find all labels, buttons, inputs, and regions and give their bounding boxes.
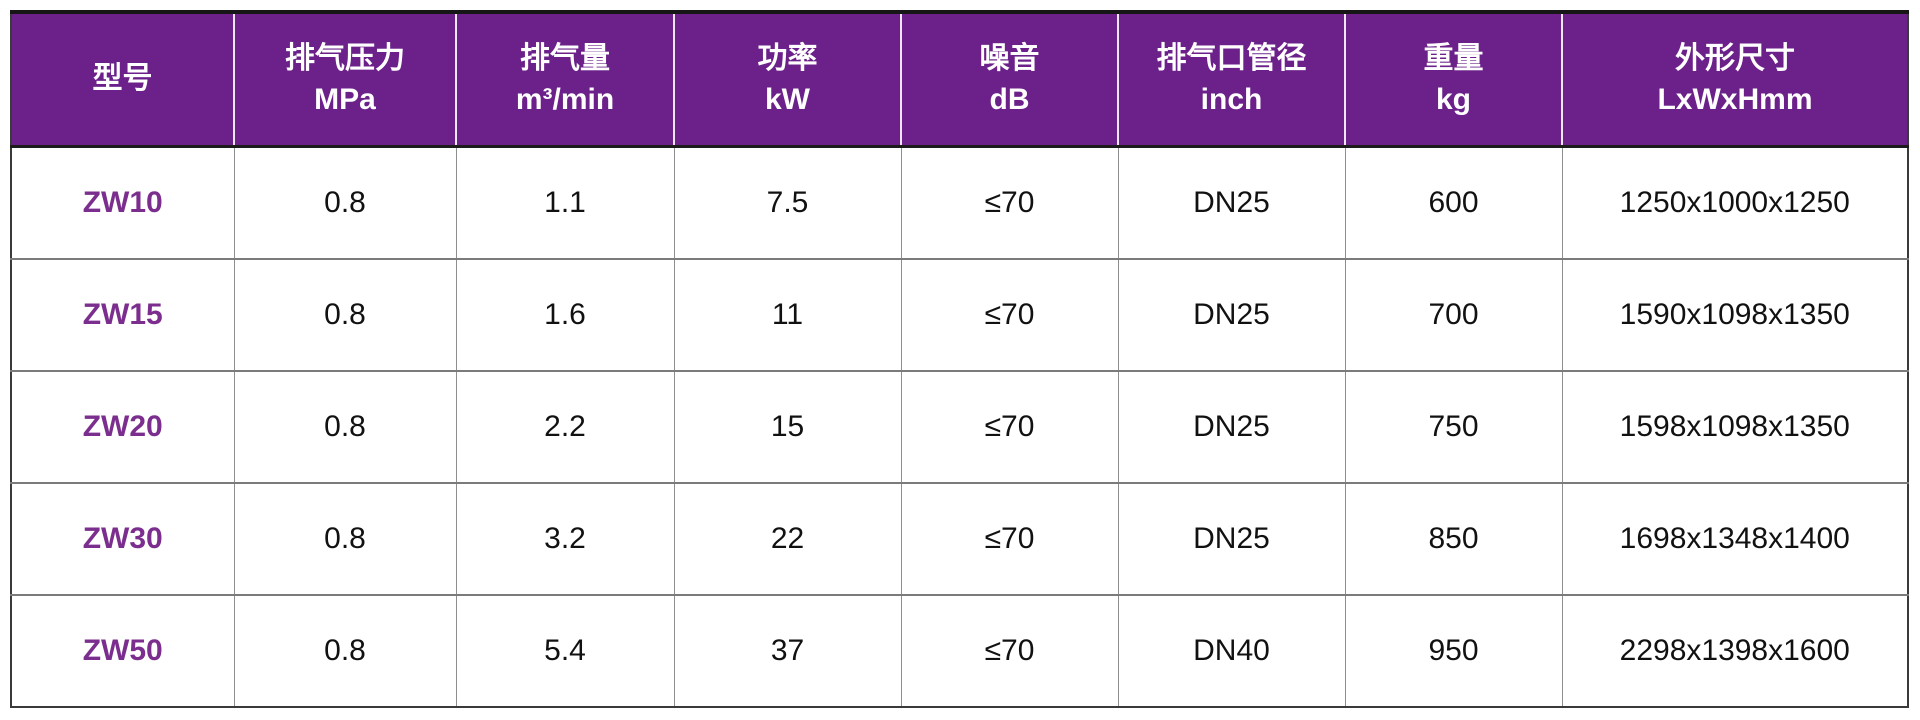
header-title: 排气量 bbox=[520, 42, 610, 75]
displacement-cell: 1.6 bbox=[455, 258, 674, 371]
pressure-cell: 0.8 bbox=[233, 482, 456, 595]
header-title: 功率 bbox=[757, 42, 818, 75]
table-row: ZW10 0.8 1.1 7.5 ≤70 DN25 600 1250x1000x… bbox=[11, 146, 1908, 259]
weight-cell: 750 bbox=[1344, 370, 1562, 483]
power-cell: 11 bbox=[673, 258, 901, 371]
outlet-diameter-cell: DN25 bbox=[1117, 482, 1345, 595]
pressure-cell: 0.8 bbox=[233, 146, 456, 259]
spec-table: 型号 排气压力 MPa 排气量 m³/min 功率 kW 噪音 dB bbox=[10, 10, 1909, 708]
pressure-cell: 0.8 bbox=[233, 370, 456, 483]
weight-cell: 700 bbox=[1344, 258, 1562, 371]
dimensions-cell: 1698x1348x1400 bbox=[1561, 482, 1908, 595]
displacement-cell: 2.2 bbox=[455, 370, 674, 483]
header-cell-weight: 重量 kg bbox=[1344, 12, 1562, 148]
model-cell: ZW50 bbox=[11, 594, 234, 707]
header-unit: kg bbox=[1435, 82, 1471, 116]
header-cell-pressure: 排气压力 MPa bbox=[233, 12, 456, 148]
header-unit: MPa bbox=[314, 82, 376, 116]
table-row: ZW15 0.8 1.6 11 ≤70 DN25 700 1590x1098x1… bbox=[11, 258, 1908, 371]
header-title: 排气口管径 bbox=[1156, 42, 1307, 75]
dimensions-cell: 1250x1000x1250 bbox=[1561, 146, 1908, 259]
header-cell-model: 型号 bbox=[11, 12, 234, 148]
displacement-cell: 3.2 bbox=[455, 482, 674, 595]
header-unit: dB bbox=[989, 82, 1030, 116]
displacement-cell: 5.4 bbox=[455, 594, 674, 707]
pressure-cell: 0.8 bbox=[233, 258, 456, 371]
power-cell: 22 bbox=[673, 482, 901, 595]
header-unit: kW bbox=[765, 82, 810, 116]
table-row: ZW50 0.8 5.4 37 ≤70 DN40 950 2298x1398x1… bbox=[11, 594, 1908, 707]
dimensions-cell: 1598x1098x1350 bbox=[1561, 370, 1908, 483]
noise-cell: ≤70 bbox=[900, 146, 1118, 259]
header-title: 噪音 bbox=[979, 42, 1040, 75]
header-unit: m³/min bbox=[515, 82, 615, 116]
model-cell: ZW10 bbox=[11, 146, 234, 259]
header-unit: inch bbox=[1200, 82, 1263, 116]
header-title: 型号 bbox=[92, 62, 153, 96]
power-cell: 15 bbox=[673, 370, 901, 483]
noise-cell: ≤70 bbox=[900, 258, 1118, 371]
table-row: ZW20 0.8 2.2 15 ≤70 DN25 750 1598x1098x1… bbox=[11, 370, 1908, 483]
spec-table-container: 型号 排气压力 MPa 排气量 m³/min 功率 kW 噪音 dB bbox=[10, 10, 1909, 708]
displacement-cell: 1.1 bbox=[455, 146, 674, 259]
noise-cell: ≤70 bbox=[900, 482, 1118, 595]
header-cell-dimensions: 外形尺寸 LxWxHmm bbox=[1561, 12, 1908, 148]
model-cell: ZW15 bbox=[11, 258, 234, 371]
header-cell-power: 功率 kW bbox=[673, 12, 901, 148]
header-title: 排气压力 bbox=[285, 42, 405, 75]
weight-cell: 950 bbox=[1344, 594, 1562, 707]
outlet-diameter-cell: DN25 bbox=[1117, 146, 1345, 259]
header-title: 重量 bbox=[1423, 42, 1484, 75]
power-cell: 37 bbox=[673, 594, 901, 707]
pressure-cell: 0.8 bbox=[233, 594, 456, 707]
header-unit: LxWxHmm bbox=[1657, 82, 1813, 116]
header-title: 外形尺寸 bbox=[1675, 42, 1795, 75]
outlet-diameter-cell: DN25 bbox=[1117, 370, 1345, 483]
outlet-diameter-cell: DN25 bbox=[1117, 258, 1345, 371]
weight-cell: 850 bbox=[1344, 482, 1562, 595]
header-row: 型号 排气压力 MPa 排气量 m³/min 功率 kW 噪音 dB bbox=[11, 12, 1908, 148]
model-cell: ZW20 bbox=[11, 370, 234, 483]
noise-cell: ≤70 bbox=[900, 370, 1118, 483]
outlet-diameter-cell: DN40 bbox=[1117, 594, 1345, 707]
table-row: ZW30 0.8 3.2 22 ≤70 DN25 850 1698x1348x1… bbox=[11, 482, 1908, 595]
noise-cell: ≤70 bbox=[900, 594, 1118, 707]
power-cell: 7.5 bbox=[673, 146, 901, 259]
weight-cell: 600 bbox=[1344, 146, 1562, 259]
header-cell-outlet-diameter: 排气口管径 inch bbox=[1117, 12, 1345, 148]
header-cell-displacement: 排气量 m³/min bbox=[455, 12, 674, 148]
dimensions-cell: 1590x1098x1350 bbox=[1561, 258, 1908, 371]
model-cell: ZW30 bbox=[11, 482, 234, 595]
dimensions-cell: 2298x1398x1600 bbox=[1561, 594, 1908, 707]
header-cell-noise: 噪音 dB bbox=[900, 12, 1118, 148]
